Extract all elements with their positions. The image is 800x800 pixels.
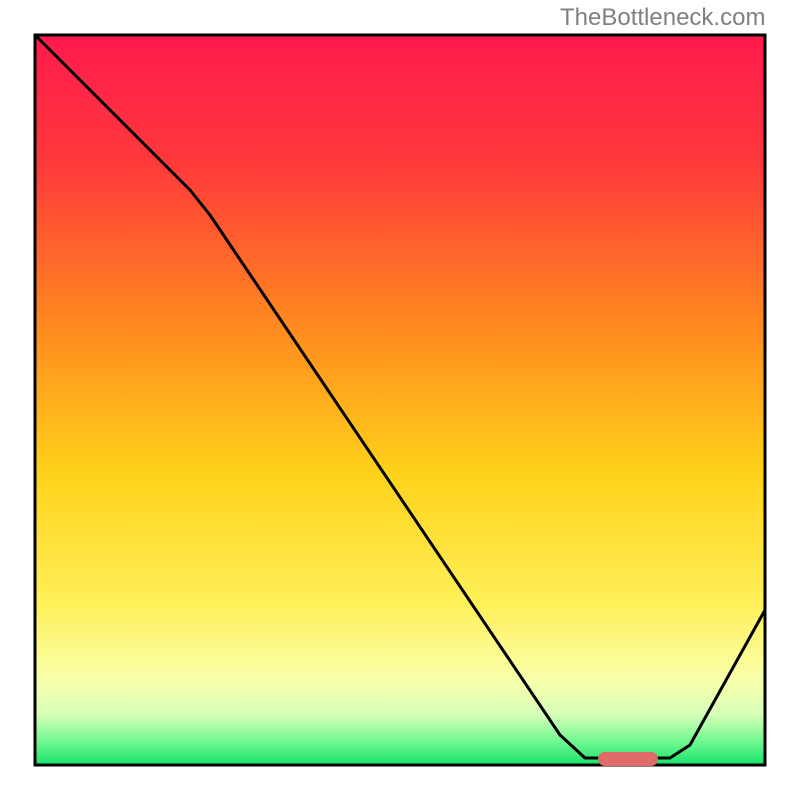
sweet-spot-marker	[598, 752, 658, 766]
watermark-text: TheBottleneck.com	[560, 4, 765, 32]
chart-svg	[0, 0, 800, 800]
bottleneck-chart: TheBottleneck.com	[0, 0, 800, 800]
